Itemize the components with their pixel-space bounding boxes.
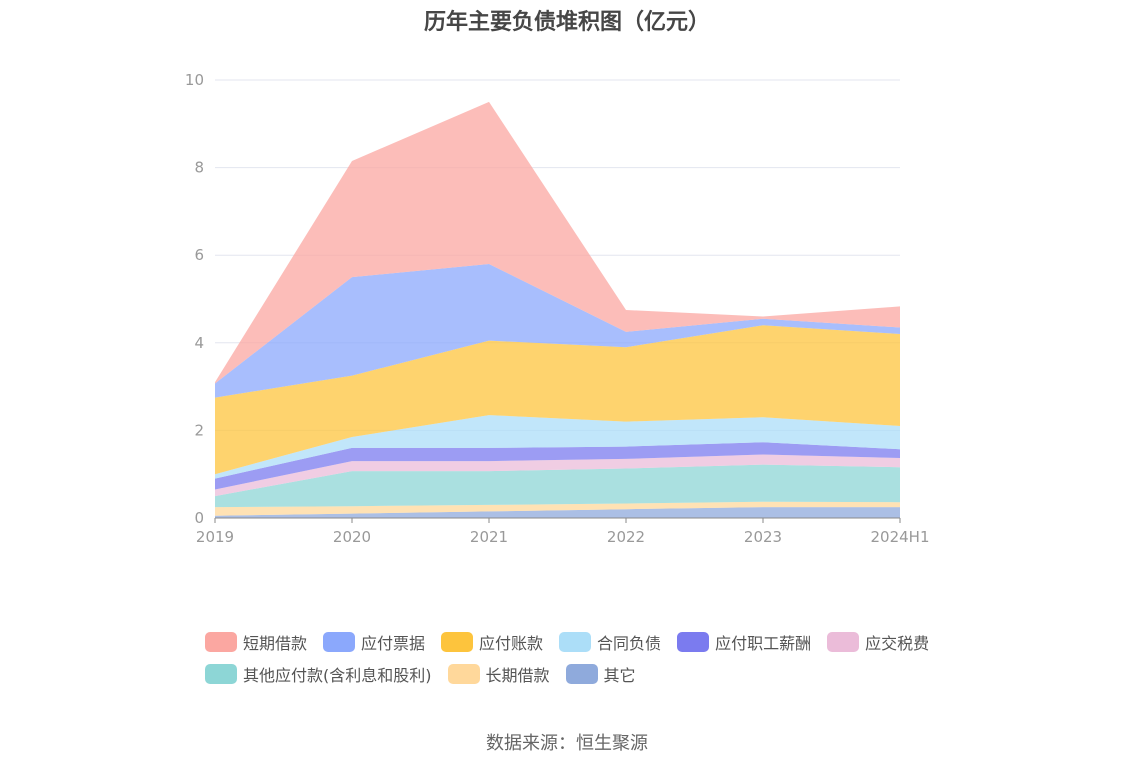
y-tick-label: 10 (185, 71, 204, 89)
legend-swatch (827, 632, 860, 652)
legend-swatch (447, 664, 480, 684)
legend-item[interactable]: 合同负债 (559, 631, 661, 653)
y-tick-label: 6 (194, 246, 204, 264)
legend-swatch (323, 632, 356, 652)
x-tick-label: 2019 (196, 528, 234, 546)
legend-item[interactable]: 长期借款 (447, 663, 550, 685)
legend-item[interactable]: 应付账款 (441, 631, 543, 653)
legend-item[interactable]: 应付职工薪酬 (677, 631, 811, 653)
legend-label: 应付票据 (361, 634, 426, 653)
area-应付票据 (215, 264, 900, 398)
data-source-footer: 数据来源：恒生聚源 (486, 733, 648, 754)
chart-title: 历年主要负债堆积图（亿元） (423, 10, 710, 35)
area-其他应付款(含利息和股利) (215, 464, 900, 508)
legend-label: 合同负债 (597, 634, 662, 653)
legend-swatch (565, 664, 598, 684)
legend-swatch (205, 664, 237, 684)
legend-item[interactable]: 其他应付款(含利息和股利) (205, 663, 432, 685)
legend-label: 其他应付款(含利息和股利) (243, 666, 432, 685)
x-tick-label: 2023 (744, 528, 782, 546)
legend-label: 应交税费 (865, 634, 930, 653)
legend: 短期借款 应付票据 应付账款 合同负债 应付职工薪酬 应交税费其他应付款(含利息和股利) 长… (205, 631, 965, 685)
area-长期借款 (215, 501, 900, 516)
legend-swatch (677, 632, 710, 652)
legend-swatch (559, 632, 592, 652)
area-短期借款 (215, 101, 900, 384)
legend-item[interactable]: 应交税费 (827, 631, 929, 653)
y-tick-label: 0 (194, 509, 204, 527)
x-tick-label: 2024H1 (871, 528, 930, 546)
x-tick-label: 2022 (607, 528, 645, 546)
y-tick-label: 8 (194, 159, 204, 177)
y-tick-label: 4 (194, 334, 204, 352)
legend-item[interactable]: 应付票据 (323, 631, 425, 653)
area-series (215, 101, 900, 518)
legend-label: 长期借款 (485, 666, 550, 685)
y-tick-label: 2 (194, 421, 204, 439)
legend-swatch (205, 632, 237, 652)
legend-item[interactable]: 短期借款 (205, 631, 307, 653)
area-其它 (215, 507, 900, 518)
area-合同负债 (215, 415, 900, 479)
legend-swatch (441, 632, 474, 652)
axes: 0 2 4 6 8 10 2019 2020 2021 2022 2023 2024H1 (185, 71, 930, 546)
x-tick-label: 2021 (470, 528, 508, 546)
legend-item[interactable]: 其它 (565, 663, 636, 685)
legend-label: 其它 (603, 666, 636, 685)
legend-label: 短期借款 (243, 634, 308, 653)
area-应交税费 (215, 454, 900, 497)
legend-label: 应付职工薪酬 (715, 634, 812, 653)
legend-label: 应付账款 (479, 634, 544, 653)
stacked-area-chart: 0 2 4 6 8 10 2019 2020 2021 2022 2023 2024H1 (185, 71, 930, 546)
area-应付职工薪酬 (215, 442, 900, 490)
x-tick-label: 2020 (333, 528, 371, 546)
area-应付账款 (215, 325, 900, 475)
